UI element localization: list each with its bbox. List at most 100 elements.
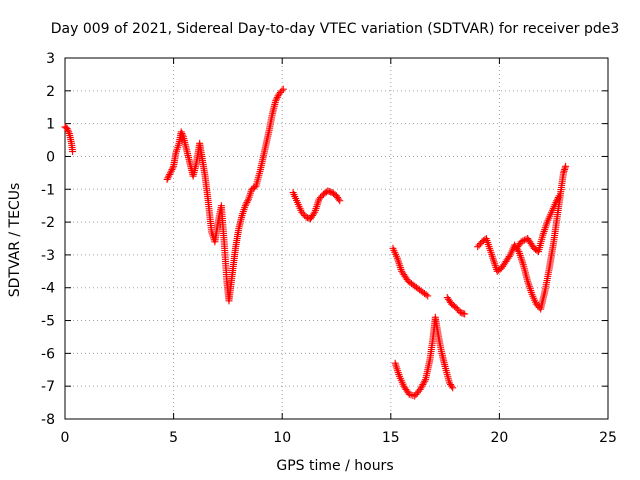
data-point [553,197,561,205]
data-point [313,201,321,209]
y-tick-label: 3 [46,51,55,67]
data-point [310,210,318,218]
data-point [243,198,251,206]
y-tick-label: -1 [41,182,55,198]
data-point [335,195,343,203]
data-point [532,300,540,308]
data-point [279,85,287,93]
data-point [177,128,185,136]
data-point [169,164,177,172]
data-points [61,85,570,400]
data-point [166,171,174,179]
data-point [490,258,498,266]
x-tick-label: 25 [599,430,617,446]
data-point [491,262,499,270]
data-point [315,195,323,203]
data-point [524,279,532,287]
data-point [164,174,172,182]
data-point [167,167,175,175]
data-point [424,292,432,300]
tick-labels: 0 5 10 15 20 25 -8 -7 -6 -5 -4 -3 -2 -1 0 1 2 3 [41,51,617,446]
y-tick-label: -7 [41,379,55,395]
data-point [392,361,400,369]
data-point [554,195,562,203]
x-tick-label: 5 [169,430,178,446]
data-point [168,166,176,174]
y-tick-label: 1 [46,117,55,133]
y-tick-label: 0 [46,149,55,165]
data-point [519,237,527,245]
data-point [313,203,321,211]
data-point [272,97,280,105]
data-point [449,384,457,392]
data-point [244,197,252,205]
data-point [272,95,280,103]
x-axis-label: GPS time / hours [276,458,393,474]
plot-frame [64,57,609,420]
data-point [163,175,171,183]
data-point [562,162,570,170]
data-point [165,172,173,180]
data-point [526,285,534,293]
data-point [273,93,281,101]
data-point [422,291,430,299]
data-point [242,200,250,208]
data-point [541,226,549,234]
data-point [179,131,187,139]
data-point [65,128,73,136]
data-point [241,202,249,210]
y-tick-label: 2 [46,84,55,100]
y-tick-label: -3 [41,248,55,264]
x-tick-label: 0 [61,430,70,446]
y-tick-label: -6 [41,346,55,362]
data-point [518,257,526,265]
y-tick-label: -2 [41,215,55,231]
axis-ticks [64,57,609,420]
x-tick-label: 10 [273,430,291,446]
data-point [336,197,344,205]
data-point [317,193,325,201]
data-point [395,260,403,268]
chart-title: Day 009 of 2021, Sidereal Day-to-day VTE… [51,21,620,37]
data-point [517,253,525,261]
data-point [452,303,460,311]
data-point [519,259,527,267]
y-tick-label: -4 [41,281,55,297]
data-point [396,262,404,270]
data-point [276,88,284,96]
data-point [541,224,549,232]
data-point [64,126,72,134]
data-point [540,227,548,235]
data-point [505,253,513,261]
y-tick-label: -8 [41,412,55,428]
data-point [453,305,461,313]
data-point [299,210,307,218]
data-point [275,90,283,98]
x-tick-label: 15 [382,430,400,446]
data-point [421,377,429,385]
data-point [461,310,469,318]
data-point [517,238,525,246]
data-point [475,241,483,249]
data-point [178,129,186,137]
data-point [63,125,71,133]
data-point [474,243,482,251]
data-point [166,169,174,177]
data-point [393,365,401,373]
x-tick-label: 20 [490,430,508,446]
data-point [391,359,399,367]
data-point [539,229,547,237]
data-point [554,193,562,201]
data-point [448,382,456,390]
data-point [552,198,560,206]
data-point [394,367,402,375]
data-point [69,148,77,156]
data-point [525,281,533,289]
data-point [298,208,306,216]
y-axis-label: SDTVAR / TECUs [7,183,23,298]
data-point [278,87,286,95]
data-point [392,363,400,371]
data-point [491,260,499,268]
data-point [534,302,542,310]
